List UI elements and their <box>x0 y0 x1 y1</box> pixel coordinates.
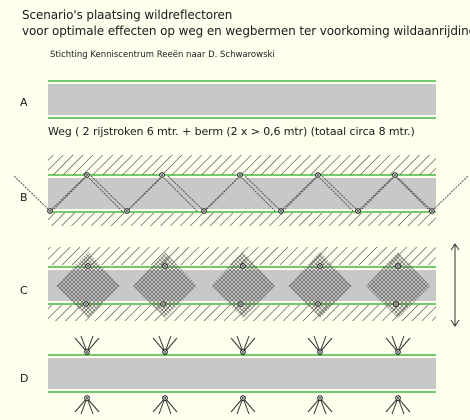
scenario-a-road <box>48 80 436 119</box>
reflector-fan-top <box>74 335 100 353</box>
reflector-fan-top <box>307 335 333 353</box>
reflector-post-icon <box>124 208 130 214</box>
reflector-post-icon <box>315 172 321 178</box>
scenario-b-bottom-hatch <box>48 213 436 226</box>
reflector-fan-bottom <box>230 397 256 415</box>
reflector-post-icon <box>47 208 53 214</box>
reflector-post-icon <box>278 208 284 214</box>
reflector-post-icon <box>395 349 401 355</box>
reflector-post-icon <box>317 263 323 269</box>
light-cone <box>321 175 395 212</box>
reflector-post-icon <box>85 263 91 269</box>
light-cone <box>358 175 432 213</box>
scenario-c-crosshatch-zones <box>56 252 430 318</box>
light-cone <box>167 175 241 212</box>
reflector-post-icon <box>84 349 90 355</box>
road-description: Weg ( 2 rijstroken 6 mtr. + berm (2 x > … <box>48 125 415 138</box>
reflector-post-icon <box>393 301 399 307</box>
reflector-fan-top <box>152 335 178 353</box>
reflector-fan-top <box>385 335 411 353</box>
crosshatch-zone <box>133 252 197 318</box>
wildreflectors <box>47 172 435 401</box>
reflector-fan-top <box>230 335 256 353</box>
crosshatch-zone <box>56 252 120 318</box>
reflector-fan-bottom <box>74 397 100 415</box>
reflector-post-icon <box>159 172 165 178</box>
scenario-c <box>48 243 460 327</box>
reflector-post-icon <box>84 172 90 178</box>
scenario-label-b: B <box>20 191 28 204</box>
diagram-title-line-2: voor optimale effecten op weg en wegberm… <box>22 24 470 38</box>
reflector-post-icon <box>240 263 246 269</box>
reflector-post-icon <box>201 208 207 214</box>
reflector-post-icon <box>240 349 246 355</box>
reflector-post-icon <box>317 395 323 401</box>
reflector-post-icon <box>162 263 168 269</box>
reflector-post-icon <box>392 172 398 178</box>
diagram-title-line-1: Scenario's plaatsing wildreflectoren <box>22 8 233 22</box>
diagram-subtitle: Stichting Kenniscentrum Reeën naar D. Sc… <box>50 50 275 60</box>
reflector-post-icon <box>160 301 166 307</box>
scenario-b-reflector-cones <box>13 175 469 213</box>
reflector-post-icon <box>83 301 89 307</box>
reflector-post-icon <box>395 263 401 269</box>
scenario-label-c: C <box>20 284 28 297</box>
reflector-post-icon <box>317 349 323 355</box>
scenario-b <box>13 155 469 226</box>
reflector-fan-bottom <box>152 397 178 415</box>
reflector-post-icon <box>162 395 168 401</box>
reflector-post-icon <box>240 395 246 401</box>
road-width-arrow <box>450 243 460 327</box>
scenario-b-top-hatch <box>48 155 436 175</box>
scenario-d <box>48 335 436 415</box>
scenario-d-road <box>48 358 436 389</box>
reflector-post-icon <box>395 395 401 401</box>
reflector-fan-bottom <box>307 397 333 415</box>
light-cone <box>50 175 124 213</box>
reflector-post-icon <box>429 208 435 214</box>
reflector-post-icon <box>355 208 361 214</box>
reflector-post-icon <box>237 172 243 178</box>
reflector-post-icon <box>238 301 244 307</box>
scenario-d-reflector-fans <box>74 335 411 415</box>
crosshatch-zone <box>211 252 275 318</box>
reflector-post-icon <box>315 301 321 307</box>
crosshatch-zone <box>366 252 430 318</box>
light-cone <box>90 175 164 212</box>
reflector-fan-bottom <box>385 397 411 415</box>
reflector-post-icon <box>84 395 90 401</box>
light-cone <box>281 175 355 213</box>
scenario-label-a: A <box>20 96 28 109</box>
scenario-b-road <box>48 178 436 209</box>
light-cone <box>244 175 318 212</box>
light-cone <box>395 175 469 212</box>
crosshatch-zone <box>288 252 352 318</box>
scenario-label-d: D <box>20 372 29 385</box>
light-cone <box>13 175 87 212</box>
reflector-post-icon <box>162 349 168 355</box>
